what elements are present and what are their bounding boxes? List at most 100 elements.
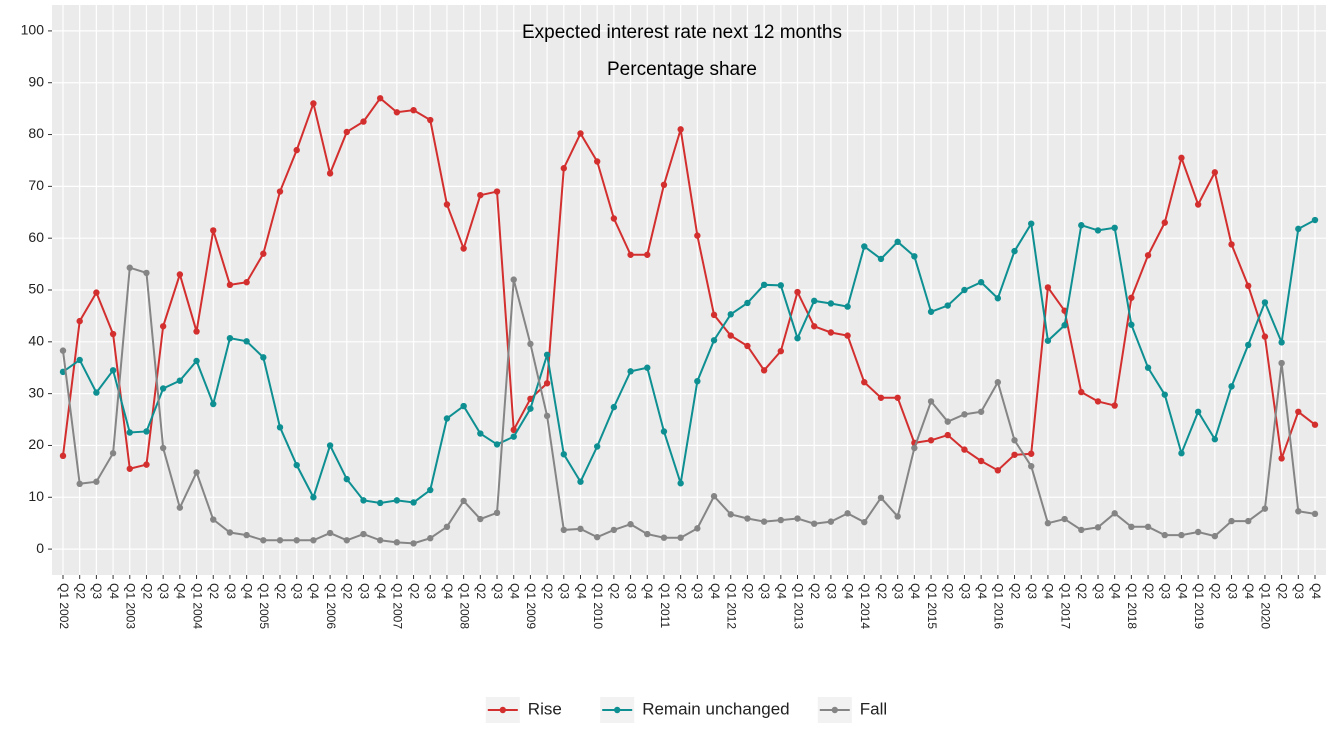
x-tick-label: Q4 xyxy=(574,583,588,599)
grid xyxy=(52,5,1326,575)
y-tick-label: 20 xyxy=(28,436,44,452)
data-point xyxy=(1044,519,1052,527)
data-point xyxy=(210,516,217,523)
data-point xyxy=(543,412,551,420)
x-tick-label: Q3 xyxy=(1092,583,1106,599)
data-point xyxy=(1161,219,1168,226)
x-tick-label: Q2 xyxy=(1275,583,1289,599)
data-point xyxy=(1228,383,1235,390)
data-point xyxy=(627,251,634,258)
data-point xyxy=(460,245,467,252)
data-point xyxy=(894,394,901,401)
data-point xyxy=(427,116,434,124)
data-point xyxy=(627,521,634,528)
x-tick-label: Q4 xyxy=(307,583,321,599)
x-tick-label: Q1 2019 xyxy=(1192,583,1206,629)
data-point xyxy=(1194,201,1202,208)
data-point xyxy=(660,428,668,435)
data-point xyxy=(1161,531,1168,539)
data-point xyxy=(610,403,618,411)
data-point xyxy=(811,323,818,330)
x-tick-label: Q4 xyxy=(1109,583,1123,599)
data-point xyxy=(1278,339,1285,346)
data-point xyxy=(1028,462,1035,470)
data-point xyxy=(260,250,267,257)
x-tick-label: Q2 xyxy=(808,583,822,599)
data-point xyxy=(159,444,167,452)
x-tick-label: Q1 2013 xyxy=(791,583,805,629)
x-tick-label: Q2 xyxy=(942,583,956,599)
x-tick-label: Q4 xyxy=(908,583,922,599)
data-point xyxy=(727,311,734,318)
data-point xyxy=(1144,523,1152,531)
data-point xyxy=(393,109,401,116)
data-point xyxy=(861,379,868,386)
data-point xyxy=(1061,322,1068,329)
data-point xyxy=(760,367,768,374)
chart-title: Expected interest rate next 12 months xyxy=(522,22,842,43)
x-tick-label: Q3 xyxy=(958,583,972,599)
data-point xyxy=(1011,247,1018,255)
data-point xyxy=(944,418,951,425)
x-tick-label: Q2 xyxy=(1075,583,1089,599)
data-point xyxy=(243,279,250,286)
data-point xyxy=(577,478,584,485)
data-point xyxy=(360,118,367,125)
data-point xyxy=(977,457,985,465)
data-point xyxy=(493,188,501,195)
data-point xyxy=(410,540,417,547)
data-point xyxy=(1128,294,1135,301)
data-point xyxy=(877,494,885,501)
data-point xyxy=(443,201,451,208)
data-point xyxy=(1194,408,1202,415)
x-tick-label: Q4 xyxy=(1042,583,1056,599)
x-tick-label: Q3 xyxy=(357,583,371,599)
data-point xyxy=(343,475,350,483)
data-point xyxy=(260,354,267,361)
data-point xyxy=(243,338,250,345)
data-point xyxy=(93,289,100,296)
x-tick-label: Q2 xyxy=(674,583,688,599)
data-point xyxy=(109,450,117,457)
data-point xyxy=(76,317,83,325)
data-point xyxy=(1111,402,1118,409)
y-tick-label: 70 xyxy=(28,177,44,193)
data-point xyxy=(493,441,501,448)
data-point xyxy=(343,537,350,544)
y-tick-label: 100 xyxy=(21,22,45,38)
data-point xyxy=(827,329,835,336)
data-point xyxy=(994,379,1002,386)
data-point xyxy=(744,342,751,350)
data-point xyxy=(577,525,584,533)
data-point xyxy=(510,433,517,440)
data-point xyxy=(1311,216,1319,224)
data-point xyxy=(193,328,200,335)
data-point xyxy=(944,302,951,309)
data-point xyxy=(844,303,851,310)
data-point xyxy=(961,286,968,294)
x-tick-label: Q3 xyxy=(491,583,505,599)
data-point xyxy=(93,478,100,485)
data-point xyxy=(226,334,234,342)
data-point xyxy=(861,243,868,250)
data-point xyxy=(727,332,734,339)
data-point xyxy=(93,389,100,396)
data-point xyxy=(393,497,401,504)
y-tick-label: 10 xyxy=(28,488,44,504)
x-tick-label: Q3 xyxy=(691,583,705,599)
data-point xyxy=(961,446,968,453)
data-point xyxy=(1295,225,1302,233)
x-tick-label: Q2 xyxy=(274,583,288,599)
x-tick-label: Q2 xyxy=(541,583,555,599)
data-point xyxy=(1011,451,1018,458)
data-point xyxy=(1228,517,1235,525)
legend: Rise Remain unchanged Fall xyxy=(485,697,887,723)
x-tick-label: Q1 2002 xyxy=(57,583,71,629)
data-point xyxy=(610,215,618,222)
y-tick-label: 0 xyxy=(36,540,44,556)
data-point xyxy=(727,511,734,518)
data-point xyxy=(777,347,785,355)
x-tick-label: Q3 xyxy=(291,583,305,599)
data-point xyxy=(543,351,551,358)
